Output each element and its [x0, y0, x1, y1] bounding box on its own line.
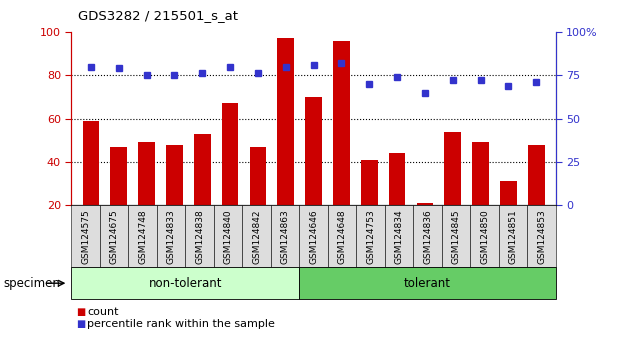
Text: GSM124748: GSM124748 [138, 209, 147, 264]
Bar [111, 147, 127, 205]
Text: GSM124851: GSM124851 [509, 209, 517, 264]
Bar [473, 142, 489, 205]
Text: GSM124840: GSM124840 [224, 209, 233, 264]
Bar [194, 134, 211, 205]
Text: GSM124833: GSM124833 [166, 209, 176, 264]
Text: percentile rank within the sample: percentile rank within the sample [87, 319, 275, 329]
Text: GSM124753: GSM124753 [366, 209, 375, 264]
Bar [222, 103, 238, 205]
Bar [361, 160, 378, 205]
Text: GSM124838: GSM124838 [195, 209, 204, 264]
Text: GSM124853: GSM124853 [537, 209, 546, 264]
Text: GSM124646: GSM124646 [309, 209, 318, 264]
Text: ■: ■ [76, 319, 86, 329]
Bar [306, 97, 322, 205]
Bar [278, 38, 294, 205]
Bar [389, 153, 406, 205]
Bar [445, 132, 461, 205]
Text: GSM124834: GSM124834 [394, 209, 404, 264]
Bar [250, 147, 266, 205]
Bar [500, 182, 517, 205]
Text: GSM124863: GSM124863 [281, 209, 289, 264]
Text: tolerant: tolerant [404, 277, 451, 290]
Bar [83, 121, 99, 205]
Text: specimen: specimen [3, 277, 60, 290]
Text: GSM124850: GSM124850 [480, 209, 489, 264]
Bar [166, 144, 183, 205]
Text: GSM124575: GSM124575 [81, 209, 90, 264]
Text: ■: ■ [76, 307, 86, 316]
Bar [333, 41, 350, 205]
Text: non-tolerant: non-tolerant [148, 277, 222, 290]
Text: GSM124836: GSM124836 [423, 209, 432, 264]
Text: GSM124675: GSM124675 [110, 209, 119, 264]
Bar [138, 142, 155, 205]
Bar [528, 144, 545, 205]
Bar [417, 203, 433, 205]
Text: GSM124842: GSM124842 [252, 209, 261, 263]
Text: GDS3282 / 215501_s_at: GDS3282 / 215501_s_at [78, 9, 238, 22]
Text: GSM124648: GSM124648 [338, 209, 347, 264]
Text: count: count [87, 307, 119, 316]
Text: GSM124845: GSM124845 [451, 209, 461, 264]
